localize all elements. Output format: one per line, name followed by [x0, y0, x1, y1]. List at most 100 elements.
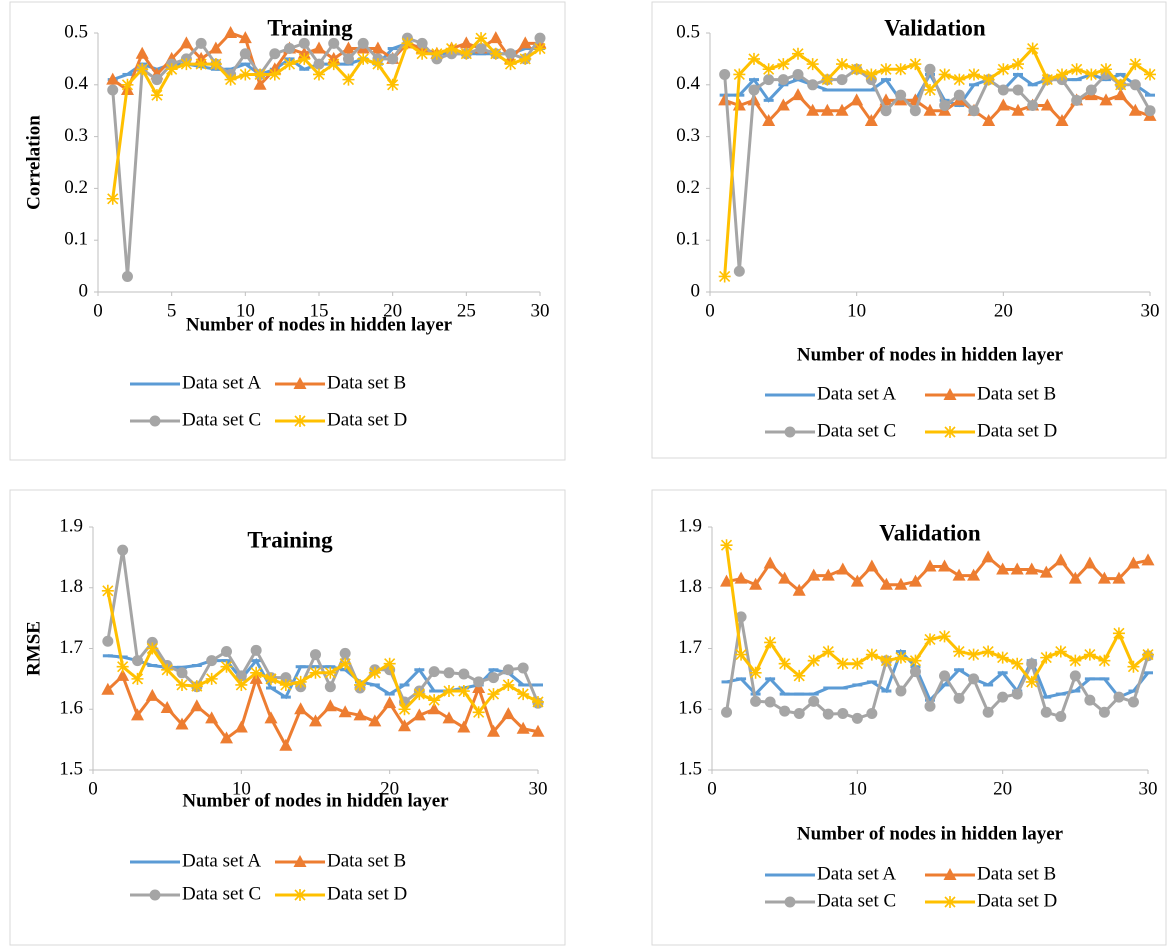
series-line	[106, 673, 539, 750]
marker	[238, 31, 252, 44]
legend-marker	[294, 415, 306, 427]
marker	[190, 699, 204, 712]
marker	[938, 559, 952, 572]
marker	[220, 731, 233, 744]
marker	[1142, 648, 1154, 661]
marker	[502, 678, 515, 691]
marker	[1012, 58, 1024, 71]
marker	[821, 73, 834, 86]
marker	[1011, 657, 1024, 670]
chart-title: Training	[247, 527, 333, 552]
marker	[1070, 63, 1083, 76]
marker	[487, 724, 500, 737]
marker	[1126, 556, 1140, 569]
marker	[894, 577, 908, 590]
marker	[996, 651, 1009, 664]
marker	[1025, 675, 1038, 688]
marker	[101, 584, 114, 597]
legend-marker	[944, 426, 956, 438]
marker	[102, 635, 114, 647]
marker	[106, 72, 120, 85]
x-tick-label: 0	[93, 300, 103, 321]
marker	[850, 93, 864, 106]
x-tick-label: 0	[705, 300, 715, 321]
marker	[1129, 58, 1142, 71]
x-tick-label: 30	[531, 300, 550, 321]
marker	[180, 58, 193, 71]
marker	[923, 559, 937, 572]
y-tick-label: 0.4	[676, 73, 700, 94]
marker	[428, 666, 440, 678]
marker	[836, 58, 848, 71]
marker	[1100, 63, 1112, 76]
marker	[298, 52, 311, 65]
marker	[1055, 711, 1067, 723]
x-tick-label: 5	[167, 300, 177, 321]
legend-marker	[149, 889, 161, 901]
marker	[777, 58, 790, 71]
marker	[748, 84, 760, 96]
marker	[220, 660, 233, 673]
marker	[909, 654, 922, 667]
series-line	[106, 590, 539, 715]
marker	[235, 678, 248, 691]
marker	[733, 265, 745, 277]
x-axis-label: Number of nodes in hidden layer	[797, 823, 1064, 844]
marker	[386, 78, 399, 91]
marker	[822, 645, 835, 658]
marker	[865, 648, 878, 661]
marker	[176, 678, 188, 691]
marker	[279, 738, 293, 751]
marker	[131, 708, 144, 721]
marker	[475, 43, 487, 55]
marker	[1112, 627, 1125, 640]
marker	[430, 47, 443, 60]
marker	[309, 666, 322, 679]
marker	[401, 37, 414, 50]
chart-title: Validation	[879, 520, 981, 545]
marker	[924, 63, 936, 75]
marker	[791, 88, 805, 101]
marker	[909, 105, 921, 117]
marker	[269, 48, 281, 60]
marker	[1085, 68, 1098, 81]
marker	[982, 73, 995, 86]
x-tick-label: 20	[383, 300, 402, 321]
y-tick-label: 1.8	[678, 576, 702, 597]
marker	[387, 53, 399, 65]
marker	[265, 672, 277, 685]
marker	[776, 98, 790, 111]
marker	[777, 74, 789, 86]
marker	[250, 666, 263, 679]
x-tick-label: 25	[457, 300, 476, 321]
x-tick-label: 0	[707, 778, 717, 799]
marker	[967, 648, 980, 661]
y-tick-label: 1.9	[59, 515, 83, 536]
marker	[458, 668, 470, 680]
marker	[250, 644, 262, 656]
marker	[721, 706, 733, 718]
y-tick-label: 0.5	[676, 21, 700, 42]
marker	[1011, 688, 1023, 700]
legend-label: Data set D	[977, 890, 1057, 911]
marker	[806, 58, 819, 71]
marker	[190, 680, 203, 693]
marker	[821, 568, 835, 581]
marker	[353, 708, 367, 721]
marker	[880, 63, 892, 76]
marker	[880, 105, 892, 117]
marker	[909, 666, 921, 678]
marker	[519, 52, 532, 65]
x-tick-label: 20	[993, 778, 1012, 799]
marker	[327, 58, 340, 71]
marker	[894, 63, 907, 76]
series-line	[726, 555, 1149, 593]
marker	[996, 562, 1010, 575]
y-tick-label: 0	[79, 280, 89, 301]
legend-marker	[784, 426, 796, 438]
marker	[383, 657, 396, 670]
marker	[354, 678, 366, 691]
marker	[1069, 654, 1082, 667]
marker	[443, 685, 455, 698]
